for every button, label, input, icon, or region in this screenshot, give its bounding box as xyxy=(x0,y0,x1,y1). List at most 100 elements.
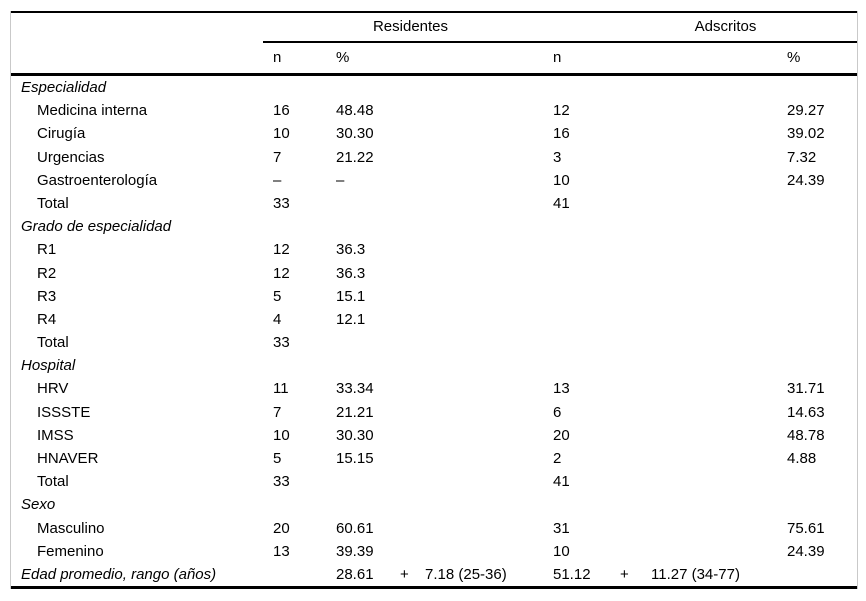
section-header-row: Especialidad xyxy=(11,76,857,99)
empty-cell xyxy=(390,146,416,169)
adscritos-n-cell xyxy=(546,262,610,285)
empty-cell xyxy=(326,215,390,238)
empty-header-cell xyxy=(11,43,263,73)
adscritos-pct-cell: 48.78 xyxy=(787,426,825,444)
empty-cell xyxy=(776,563,857,586)
empty-cell xyxy=(390,447,416,470)
empty-cell xyxy=(416,401,546,424)
residentes-n-cell: – xyxy=(273,171,282,189)
adscritos-n-cell: 13 xyxy=(553,380,570,398)
empty-cell xyxy=(610,540,640,563)
empty-cell xyxy=(610,354,640,377)
empty-header-cell xyxy=(610,43,640,73)
empty-cell xyxy=(640,262,776,285)
empty-cell xyxy=(416,146,546,169)
residentes-n-cell: 12 xyxy=(273,264,290,282)
section-header-row: Grado de especialidad xyxy=(11,215,857,238)
empty-cell xyxy=(610,285,640,308)
empty-cell xyxy=(390,122,416,145)
empty-cell xyxy=(610,308,640,331)
empty-cell xyxy=(416,99,546,122)
adscritos-pct-cell: 24.39 xyxy=(787,171,825,189)
empty-cell xyxy=(640,377,776,400)
row-label: HRV xyxy=(37,380,69,398)
empty-cell xyxy=(610,401,640,424)
residentes-n-header: n xyxy=(273,49,282,66)
adscritos-n-cell xyxy=(546,285,610,308)
empty-cell xyxy=(640,424,776,447)
empty-cell xyxy=(416,447,546,470)
empty-cell xyxy=(390,517,416,540)
empty-header-cell xyxy=(11,13,263,41)
residentes-n-cell: 33 xyxy=(273,194,290,212)
empty-cell xyxy=(610,99,640,122)
empty-cell xyxy=(390,377,416,400)
age-row-label: Edad promedio, rango (años) xyxy=(21,565,217,583)
residentes-n-cell: 7 xyxy=(273,403,282,421)
table-row: ISSSTE 7 21.21 6 14.63 xyxy=(11,401,857,424)
empty-cell xyxy=(640,354,776,377)
empty-cell xyxy=(326,493,390,516)
residentes-pct-cell: 21.22 xyxy=(336,148,374,166)
table-row: Total 33 41 xyxy=(11,192,857,215)
table-row: IMSS 10 30.30 20 48.78 xyxy=(11,424,857,447)
section-header-row: Hospital xyxy=(11,354,857,377)
table-row: R2 12 36.3 xyxy=(11,262,857,285)
empty-cell xyxy=(610,331,640,354)
residentes-n-cell: 12 xyxy=(273,241,290,259)
empty-cell xyxy=(416,540,546,563)
empty-cell xyxy=(640,517,776,540)
empty-cell xyxy=(640,146,776,169)
empty-cell xyxy=(610,122,640,145)
empty-cell xyxy=(416,238,546,261)
empty-header-cell xyxy=(416,43,546,73)
adscritos-pct-cell: 31.71 xyxy=(787,380,825,398)
empty-cell xyxy=(416,377,546,400)
row-label: Urgencias xyxy=(37,148,105,166)
empty-cell xyxy=(416,517,546,540)
empty-cell xyxy=(640,169,776,192)
row-label: R2 xyxy=(37,264,57,282)
empty-cell xyxy=(610,262,640,285)
empty-cell xyxy=(610,517,640,540)
row-label: R4 xyxy=(37,310,57,328)
residentes-group-header: Residentes xyxy=(372,18,449,35)
row-label: Total xyxy=(37,194,69,212)
adscritos-pct-cell xyxy=(776,192,857,215)
adscritos-pct-cell xyxy=(776,308,857,331)
empty-cell xyxy=(390,99,416,122)
residentes-pct-cell: 30.30 xyxy=(336,125,374,143)
table-row: Total 33 xyxy=(11,331,857,354)
empty-cell xyxy=(640,122,776,145)
adscritos-n-cell: 41 xyxy=(553,194,570,212)
adscritos-pct-cell: 29.27 xyxy=(787,102,825,120)
adscritos-pct-cell xyxy=(776,238,857,261)
empty-cell xyxy=(416,76,546,99)
table-row: Total 33 41 xyxy=(11,470,857,493)
empty-cell xyxy=(390,493,416,516)
empty-cell xyxy=(640,447,776,470)
adscritos-plus-sign: + xyxy=(620,565,629,583)
empty-cell xyxy=(776,76,857,99)
empty-cell xyxy=(640,331,776,354)
residentes-pct-header: % xyxy=(336,49,350,66)
table-row: Cirugía 10 30.30 16 39.02 xyxy=(11,122,857,145)
row-label: Total xyxy=(37,473,69,491)
residentes-pct-cell: 12.1 xyxy=(336,310,366,328)
empty-cell xyxy=(546,76,610,99)
empty-cell xyxy=(263,563,326,586)
residentes-pct-cell: 33.34 xyxy=(336,380,374,398)
adscritos-sd-range: 11.27 (34-77) xyxy=(651,565,740,583)
header-bottom-rule xyxy=(11,73,857,76)
empty-cell xyxy=(640,215,776,238)
empty-cell xyxy=(640,285,776,308)
empty-header-cell xyxy=(640,43,776,73)
empty-cell xyxy=(610,76,640,99)
empty-cell xyxy=(610,493,640,516)
adscritos-n-header: n xyxy=(553,49,562,66)
empty-cell xyxy=(390,192,416,215)
residentes-n-cell: 10 xyxy=(273,125,290,143)
section-title: Sexo xyxy=(21,496,56,514)
adscritos-pct-cell: 14.63 xyxy=(787,403,825,421)
empty-cell xyxy=(263,354,326,377)
